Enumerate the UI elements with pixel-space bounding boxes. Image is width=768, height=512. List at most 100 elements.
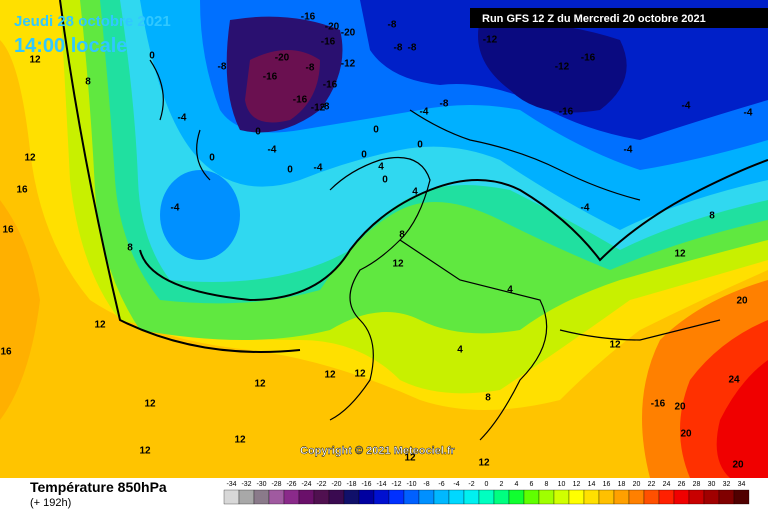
contour-label: -8	[321, 102, 330, 113]
scale-swatch	[583, 489, 600, 505]
contour-label: -16	[581, 53, 596, 64]
contour-label: 4	[507, 285, 513, 296]
contour-label: 12	[29, 55, 41, 66]
contour-label: 20	[736, 296, 748, 307]
contour-label: -20	[341, 28, 356, 39]
contour-label: -12	[311, 103, 326, 114]
scale-label: -2	[468, 481, 474, 488]
contour-label: 4	[457, 345, 463, 356]
contour-label: -4	[171, 203, 180, 214]
scale-label: 24	[663, 481, 671, 488]
contour-label: 0	[417, 140, 423, 151]
scale-label: 14	[588, 481, 596, 488]
contour-label: 0	[287, 165, 293, 176]
scale-label: -14	[376, 481, 386, 488]
contour-label: -4	[420, 107, 429, 118]
scale-swatch	[268, 489, 285, 505]
scale-swatch	[253, 489, 270, 505]
contour-label: -8	[388, 20, 397, 31]
contour-label: 12	[354, 369, 366, 380]
scale-swatch	[298, 489, 315, 505]
scale-swatch	[418, 489, 435, 505]
contour-label: 12	[674, 249, 686, 260]
scale-swatch	[553, 489, 570, 505]
contour-label: 12	[392, 259, 404, 270]
contour-label: -4	[624, 145, 633, 156]
contour-label: 12	[254, 379, 266, 390]
contour-label: -8	[394, 43, 403, 54]
contour-label: 0	[209, 153, 215, 164]
scale-label: 10	[558, 481, 566, 488]
scale-label: 20	[633, 481, 641, 488]
contour-label: 12	[24, 153, 36, 164]
scale-label: -24	[301, 481, 311, 488]
scale-swatch	[373, 489, 390, 505]
scale-swatch	[538, 489, 555, 505]
contour-label: 0	[361, 150, 367, 161]
scale-label: 0	[485, 481, 489, 488]
contour-label: -12	[555, 62, 570, 73]
contour-label: 24	[728, 375, 740, 386]
contour-label: -16	[263, 72, 278, 83]
contour-label: -4	[268, 145, 277, 156]
scale-swatch	[448, 489, 465, 505]
scale-swatch	[463, 489, 480, 505]
scale-label: -6	[438, 481, 444, 488]
scale-label: 8	[545, 481, 549, 488]
scale-label: 26	[678, 481, 686, 488]
scale-swatch	[433, 489, 450, 505]
contour-label: -4	[314, 163, 323, 174]
scale-label: 32	[723, 481, 731, 488]
contour-label: -4	[744, 108, 753, 119]
contour-label: -8	[218, 62, 227, 73]
scale-swatch	[628, 489, 645, 505]
scale-swatch	[733, 489, 750, 505]
copyright: Copyright © 2021 Meteociel.fr	[300, 445, 456, 457]
contour-label: 20	[680, 429, 692, 440]
contour-label: 8	[399, 230, 405, 241]
scale-swatch	[643, 489, 660, 505]
contour-label: -8	[306, 63, 315, 74]
contour-label: -16	[301, 12, 316, 23]
scale-label: -32	[241, 481, 251, 488]
scale-swatch	[343, 489, 360, 505]
contour-label: 16	[2, 225, 14, 236]
scale-label: 2	[500, 481, 504, 488]
scale-swatch	[508, 489, 525, 505]
contour-label: 16	[0, 347, 12, 358]
contour-label: 0	[382, 175, 388, 186]
scale-swatch	[313, 489, 330, 505]
contour-label: -12	[341, 59, 356, 70]
contour-label: -4	[682, 101, 691, 112]
scale-label: -8	[423, 481, 429, 488]
field-title: Température 850hPa	[30, 479, 167, 495]
contour-label: -8	[408, 43, 417, 54]
contour-label: 8	[127, 243, 133, 254]
contour-label: 8	[485, 393, 491, 404]
contour-label: 8	[709, 211, 715, 222]
scale-swatch	[718, 489, 735, 505]
scale-label: -16	[361, 481, 371, 488]
scale-label: -10	[406, 481, 416, 488]
scale-swatch	[493, 489, 510, 505]
scale-label: -34	[226, 481, 236, 488]
contour-label: -12	[483, 35, 498, 46]
scale-swatch	[658, 489, 675, 505]
scale-label: 28	[693, 481, 701, 488]
run-info: Run GFS 12 Z du Mercredi 20 octobre 2021	[482, 13, 706, 25]
scale-label: 22	[648, 481, 656, 488]
contour-label: 20	[674, 402, 686, 413]
scale-swatch	[703, 489, 720, 505]
contour-label: -20	[325, 22, 340, 33]
scale-swatch	[328, 489, 345, 505]
scale-label: 16	[603, 481, 611, 488]
lead-time: (+ 192h)	[30, 497, 71, 509]
contour-label: -16	[323, 80, 338, 91]
scale-label: -26	[286, 481, 296, 488]
scale-label: -4	[453, 481, 459, 488]
valid-time: 14:00 locale	[14, 35, 127, 57]
scale-label: 18	[618, 481, 626, 488]
scale-label: -30	[256, 481, 266, 488]
